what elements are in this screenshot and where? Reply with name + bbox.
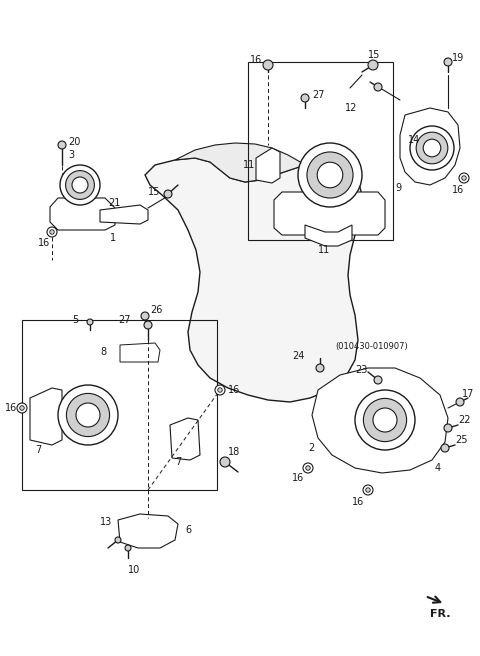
- Circle shape: [47, 227, 57, 237]
- Polygon shape: [118, 514, 178, 548]
- Circle shape: [72, 177, 88, 193]
- Circle shape: [355, 390, 415, 450]
- Polygon shape: [170, 418, 200, 460]
- Text: 22: 22: [458, 415, 470, 425]
- Circle shape: [363, 485, 373, 495]
- Circle shape: [164, 190, 172, 198]
- Circle shape: [218, 388, 222, 392]
- Circle shape: [141, 312, 149, 320]
- Text: 27: 27: [118, 315, 131, 325]
- Circle shape: [459, 173, 469, 183]
- Text: 5: 5: [72, 315, 78, 325]
- Text: 20: 20: [68, 137, 80, 147]
- Circle shape: [50, 230, 54, 234]
- Text: 23: 23: [355, 365, 367, 375]
- Circle shape: [306, 466, 310, 470]
- Circle shape: [444, 58, 452, 66]
- Text: 2: 2: [308, 443, 314, 453]
- Text: 7: 7: [175, 457, 181, 467]
- Polygon shape: [100, 205, 148, 224]
- Text: 6: 6: [185, 525, 191, 535]
- Circle shape: [60, 165, 100, 205]
- Text: 16: 16: [5, 403, 17, 413]
- Text: 25: 25: [455, 435, 468, 445]
- Circle shape: [374, 83, 382, 91]
- Circle shape: [115, 537, 121, 543]
- Text: FR.: FR.: [430, 609, 451, 619]
- Text: 7: 7: [35, 445, 41, 455]
- Circle shape: [66, 171, 95, 199]
- Circle shape: [58, 141, 66, 149]
- Circle shape: [373, 408, 397, 432]
- Polygon shape: [120, 343, 160, 362]
- Text: 16: 16: [38, 238, 50, 248]
- Circle shape: [298, 143, 362, 207]
- Circle shape: [66, 394, 109, 437]
- Text: 9: 9: [395, 183, 401, 193]
- Circle shape: [441, 444, 449, 452]
- Text: 10: 10: [128, 565, 140, 575]
- Circle shape: [462, 176, 466, 180]
- Text: 16: 16: [452, 185, 464, 195]
- Text: 13: 13: [100, 517, 112, 527]
- Circle shape: [20, 406, 24, 410]
- Polygon shape: [175, 143, 320, 182]
- Circle shape: [317, 162, 343, 188]
- Text: 8: 8: [100, 347, 106, 357]
- Text: 16: 16: [292, 473, 304, 483]
- Circle shape: [416, 132, 448, 164]
- Circle shape: [444, 424, 452, 432]
- Circle shape: [303, 463, 313, 473]
- Circle shape: [366, 488, 370, 492]
- Text: 24: 24: [292, 351, 304, 361]
- Circle shape: [316, 364, 324, 372]
- Circle shape: [301, 94, 309, 102]
- Circle shape: [125, 545, 131, 551]
- Circle shape: [410, 126, 454, 170]
- Circle shape: [215, 385, 225, 395]
- Circle shape: [423, 139, 441, 157]
- Polygon shape: [145, 158, 362, 402]
- Polygon shape: [274, 192, 385, 235]
- Text: 21: 21: [108, 198, 120, 208]
- Circle shape: [87, 319, 93, 325]
- Text: 26: 26: [150, 305, 162, 315]
- Text: 14: 14: [408, 135, 420, 145]
- Text: 1: 1: [110, 233, 116, 243]
- Text: 17: 17: [462, 389, 474, 399]
- Text: 15: 15: [368, 50, 380, 60]
- Polygon shape: [312, 368, 448, 473]
- Circle shape: [363, 398, 407, 441]
- Bar: [248, 62, 393, 240]
- Circle shape: [58, 385, 118, 445]
- Text: 16: 16: [250, 55, 262, 65]
- Bar: [22, 320, 217, 490]
- Text: 3: 3: [68, 150, 74, 160]
- Text: 15: 15: [148, 187, 160, 197]
- Polygon shape: [30, 388, 62, 445]
- Text: 19: 19: [452, 53, 464, 63]
- Text: (010430-010907): (010430-010907): [335, 342, 408, 350]
- Polygon shape: [256, 148, 280, 183]
- Text: 18: 18: [228, 447, 240, 457]
- Circle shape: [220, 457, 230, 467]
- Text: 27: 27: [312, 90, 324, 100]
- Circle shape: [368, 60, 378, 70]
- Circle shape: [76, 403, 100, 427]
- Circle shape: [307, 152, 353, 198]
- Polygon shape: [305, 225, 352, 246]
- Text: 16: 16: [352, 497, 364, 507]
- Text: 11: 11: [243, 160, 255, 170]
- Polygon shape: [400, 108, 460, 185]
- Circle shape: [263, 60, 273, 70]
- Circle shape: [144, 321, 152, 329]
- Circle shape: [17, 403, 27, 413]
- Text: 16: 16: [228, 385, 240, 395]
- Circle shape: [374, 376, 382, 384]
- Circle shape: [456, 398, 464, 406]
- Polygon shape: [50, 198, 115, 230]
- Text: 11: 11: [318, 245, 330, 255]
- Text: 12: 12: [345, 103, 358, 113]
- Text: 4: 4: [435, 463, 441, 473]
